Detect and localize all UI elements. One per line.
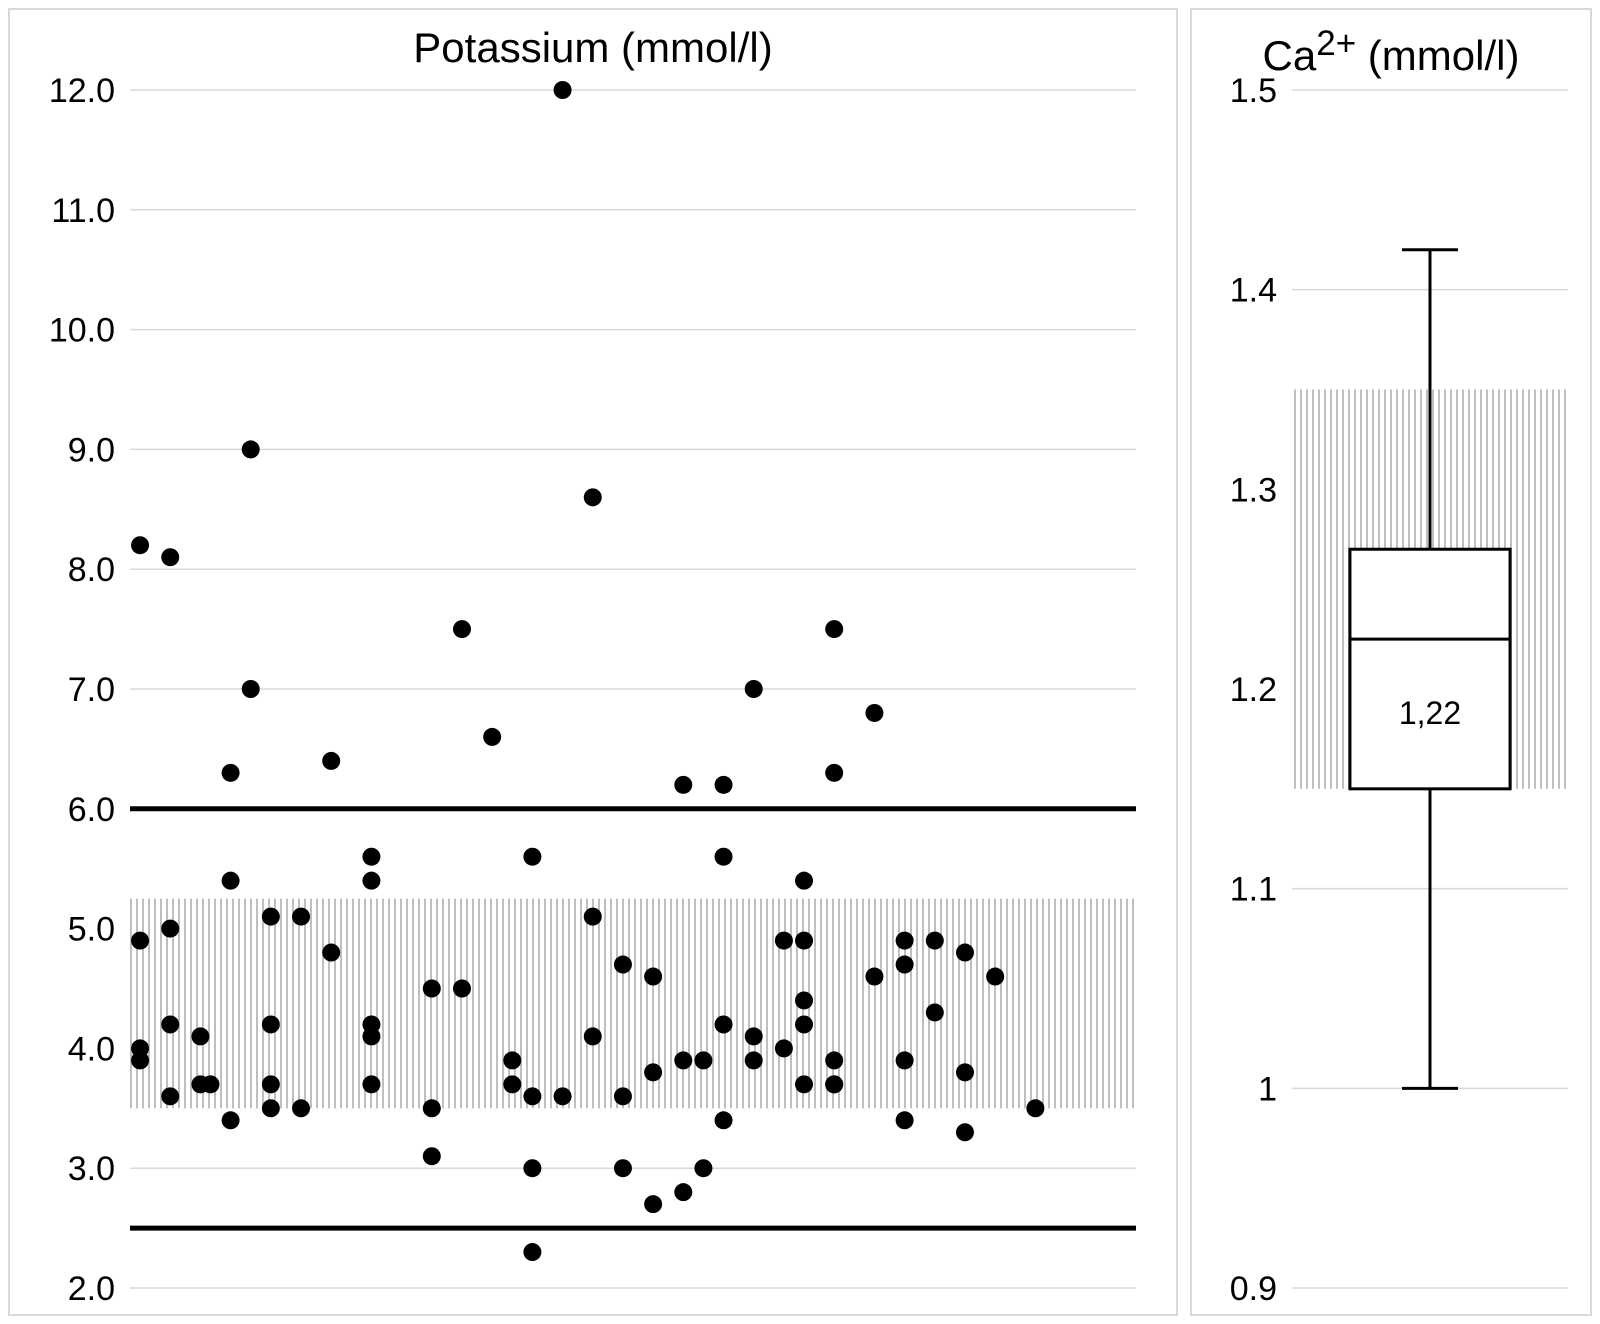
svg-text:3.0: 3.0: [68, 1150, 115, 1188]
svg-text:10.0: 10.0: [49, 312, 115, 350]
svg-text:1,22: 1,22: [1399, 695, 1461, 731]
calcium-boxplot-panel: Ca2+ (mmol/l) 0.911.11.21.31.41.51,22: [1190, 8, 1592, 1316]
svg-text:1.3: 1.3: [1230, 471, 1277, 509]
calcium-boxplot-svg: 0.911.11.21.31.41.51,22: [1192, 10, 1588, 1318]
svg-text:6.0: 6.0: [68, 791, 115, 829]
svg-text:1.4: 1.4: [1230, 272, 1277, 310]
svg-text:0.9: 0.9: [1230, 1270, 1277, 1308]
svg-text:12.0: 12.0: [49, 72, 115, 110]
svg-text:2.0: 2.0: [68, 1270, 115, 1308]
svg-text:5.0: 5.0: [68, 911, 115, 949]
svg-text:4.0: 4.0: [68, 1030, 115, 1068]
potassium-scatter-svg: 2.0 3.0 4.0 5.0 6.0 7.0 8.0 9.0 10.0 11.0 12.0: [10, 10, 1176, 1318]
potassium-scatter-panel: Potassium (mmol/l) 2.0 3.0 4.0 5.0 6.0 7.0 8.0…: [8, 8, 1178, 1316]
calcium-title: Ca2+ (mmol/l): [1192, 24, 1590, 80]
svg-text:9.0: 9.0: [68, 431, 115, 469]
potassium-title: Potassium (mmol/l): [10, 24, 1176, 72]
svg-text:1.2: 1.2: [1230, 671, 1277, 709]
svg-text:8.0: 8.0: [68, 551, 115, 589]
svg-text:1: 1: [1258, 1070, 1277, 1108]
svg-text:1.1: 1.1: [1230, 871, 1277, 909]
svg-text:11.0: 11.0: [51, 192, 115, 230]
svg-text:7.0: 7.0: [68, 671, 115, 709]
figure-container: Potassium (mmol/l) 2.0 3.0 4.0 5.0 6.0 7.0 8.0…: [0, 0, 1600, 1324]
